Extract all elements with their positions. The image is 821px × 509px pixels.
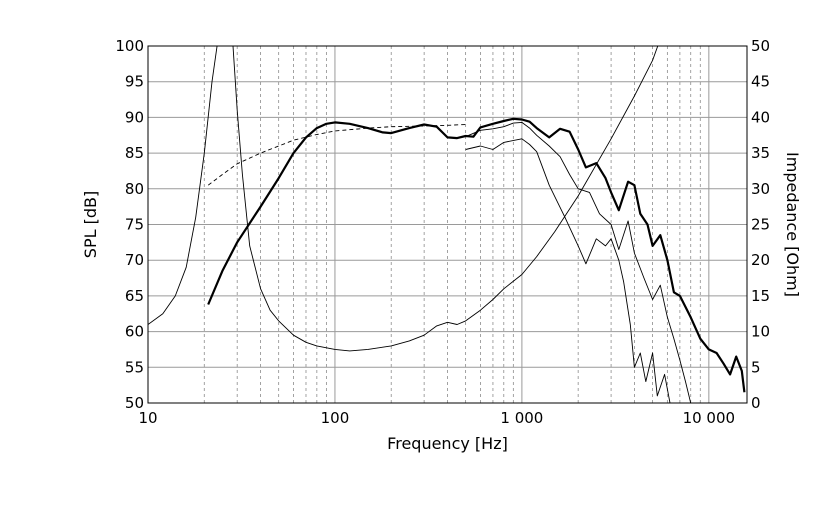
- y2-tick-label: 25: [751, 216, 770, 234]
- y-tick-label: 90: [125, 108, 144, 126]
- spl-30deg-line: [465, 121, 692, 403]
- series-layer: [148, 46, 746, 403]
- y-axis-title: SPL [dB]: [81, 191, 100, 258]
- y2-tick-label: 15: [751, 287, 770, 305]
- y2-tick-label: 35: [751, 144, 770, 162]
- x-tick-label: 10: [138, 409, 157, 427]
- y2-tick-label: 0: [751, 394, 761, 412]
- x-tick-label: 100: [321, 409, 350, 427]
- spl-60deg-line: [465, 138, 671, 403]
- y2-tick-label: 45: [751, 73, 770, 91]
- y2-tick-label: 5: [751, 358, 761, 376]
- x-tick-label: 1 000: [500, 409, 543, 427]
- plot-frame: [147, 45, 748, 404]
- y-tick-label: 60: [125, 323, 144, 341]
- x-tick-labels: 10 100 1 000 10 000: [138, 409, 735, 427]
- y-tick-label: 70: [125, 251, 144, 269]
- y2-tick-label: 10: [751, 323, 770, 341]
- y-tick-label: 80: [125, 180, 144, 198]
- y-tick-label: 95: [125, 73, 144, 91]
- y-tick-label: 100: [115, 37, 144, 55]
- y2-axis-title: Impedance [Ohm]: [783, 152, 802, 297]
- y-tick-label: 85: [125, 144, 144, 162]
- x-axis-title: Frequency [Hz]: [387, 434, 508, 453]
- spl-simulated-dashed-line: [207, 124, 466, 186]
- y-tick-label: 55: [125, 358, 144, 376]
- grid: [148, 46, 747, 403]
- y-tick-label: 75: [125, 216, 144, 234]
- y-tick-label: 65: [125, 287, 144, 305]
- y2-tick-labels: 0 5 10 15 20 25 30 35 40 45 50: [751, 37, 770, 412]
- y2-tick-label: 20: [751, 251, 770, 269]
- y2-tick-label: 30: [751, 180, 770, 198]
- y2-tick-label: 40: [751, 108, 770, 126]
- x-tick-label: 10 000: [683, 409, 736, 427]
- spl-on-axis-line: [207, 117, 746, 393]
- y-tick-label: 50: [125, 394, 144, 412]
- y2-tick-label: 50: [751, 37, 770, 55]
- impedance-line: [148, 46, 659, 352]
- y-tick-labels: 50 55 60 65 70 75 80 85 90 95 100: [115, 37, 144, 412]
